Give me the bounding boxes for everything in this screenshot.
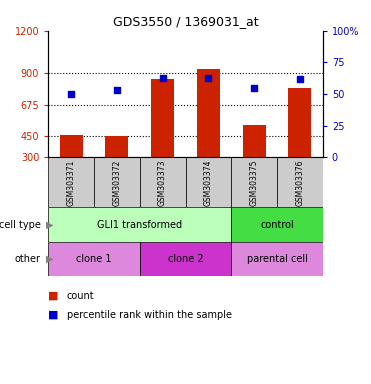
Bar <box>243 125 266 157</box>
Bar <box>277 157 323 207</box>
Bar <box>186 157 231 207</box>
Bar <box>94 157 140 207</box>
Point <box>251 84 257 91</box>
Bar <box>48 157 94 207</box>
Text: GSM303373: GSM303373 <box>158 159 167 206</box>
Text: GSM303375: GSM303375 <box>250 159 259 206</box>
Bar <box>140 242 231 276</box>
Text: GSM303376: GSM303376 <box>295 159 304 206</box>
Bar <box>231 242 323 276</box>
Point <box>297 76 303 82</box>
Text: GSM303371: GSM303371 <box>67 159 76 205</box>
Bar <box>48 242 140 276</box>
Text: other: other <box>15 254 41 264</box>
Bar <box>197 69 220 157</box>
Bar <box>289 88 311 157</box>
Text: ▶: ▶ <box>46 220 54 230</box>
Text: ■: ■ <box>48 310 59 320</box>
Text: GSM303372: GSM303372 <box>112 159 121 205</box>
Text: GLI1 transformed: GLI1 transformed <box>97 220 182 230</box>
Text: parental cell: parental cell <box>247 254 308 264</box>
Text: clone 1: clone 1 <box>76 254 112 264</box>
Point <box>160 74 165 81</box>
Bar <box>48 207 231 242</box>
Point <box>114 87 120 93</box>
Text: control: control <box>260 220 294 230</box>
Bar <box>231 157 277 207</box>
Text: percentile rank within the sample: percentile rank within the sample <box>67 310 232 320</box>
Text: ■: ■ <box>48 291 59 301</box>
Text: GSM303374: GSM303374 <box>204 159 213 206</box>
Bar <box>140 157 186 207</box>
Bar <box>60 135 82 157</box>
Point <box>68 91 74 97</box>
Text: count: count <box>67 291 94 301</box>
Text: clone 2: clone 2 <box>168 254 203 264</box>
Bar <box>105 136 128 157</box>
Bar <box>231 207 323 242</box>
Title: GDS3550 / 1369031_at: GDS3550 / 1369031_at <box>113 15 258 28</box>
Text: ▶: ▶ <box>46 254 54 264</box>
Bar <box>151 79 174 157</box>
Point <box>206 74 211 81</box>
Text: cell type: cell type <box>0 220 41 230</box>
